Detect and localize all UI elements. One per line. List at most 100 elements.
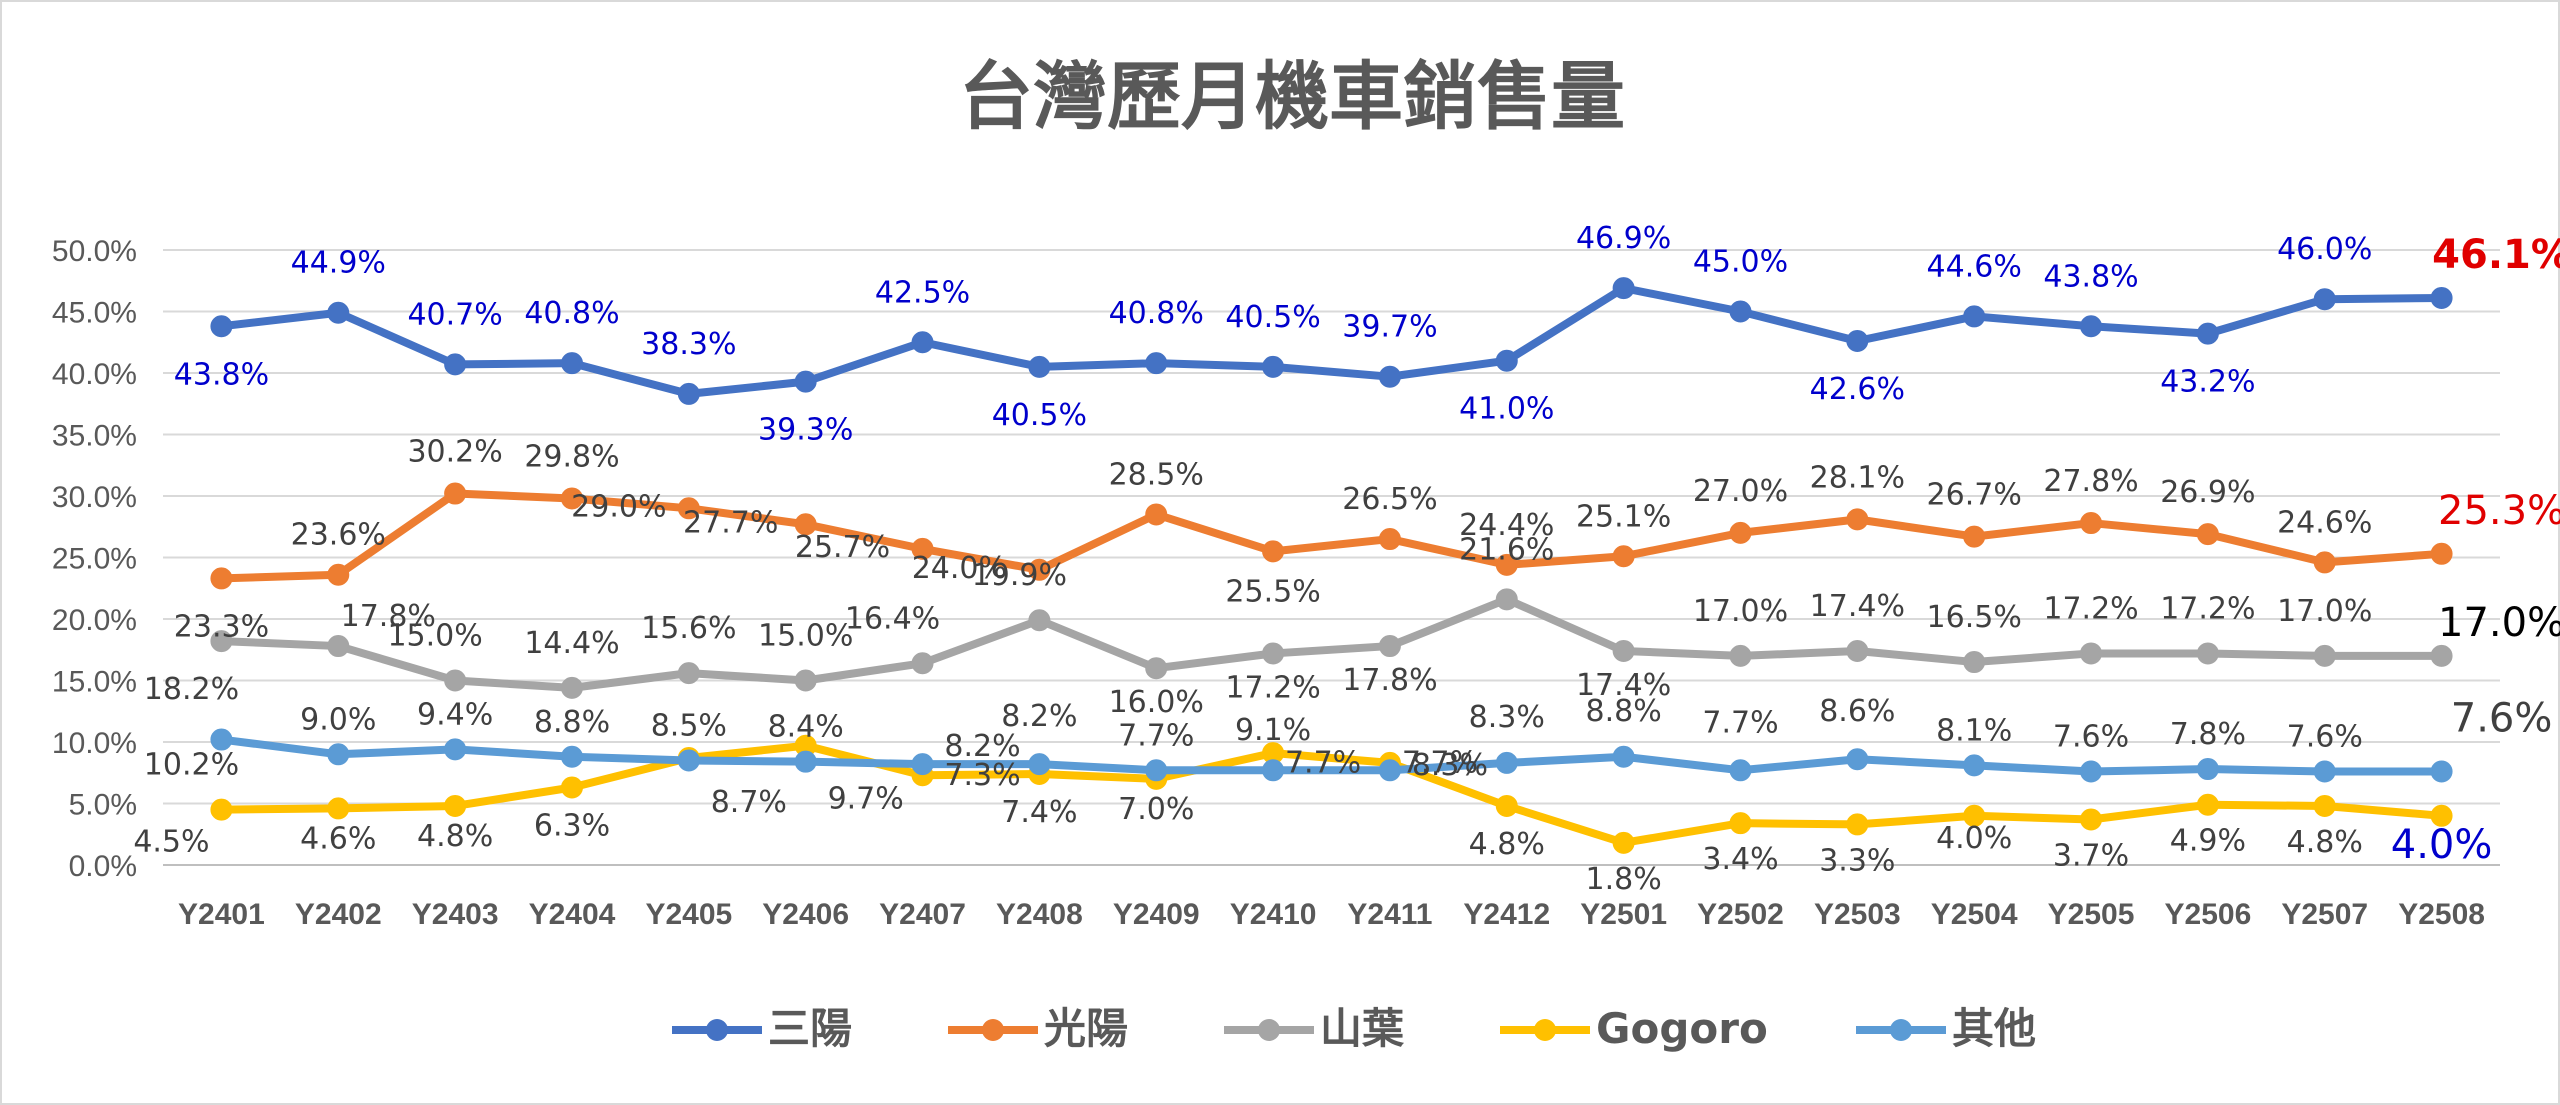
y-tick-label: 10.0% [52,727,137,760]
legend-label: 山葉 [1320,1004,1405,1053]
data-label: 15.6% [641,611,736,646]
data-label: 1.8% [1586,862,1662,897]
data-label: 8.2% [1001,699,1077,734]
y-tick-label: 50.0% [52,235,137,268]
series-line [217,284,2446,398]
y-axis-ticks: 0.0% 5.0% 10.0% 15.0% 20.0% 25.0% 30.0% 35.0% 40… [52,235,137,883]
data-point [327,635,350,658]
data-point [444,669,467,692]
data-point [1495,794,1518,817]
data-point [2196,523,2219,546]
data-label: 4.8% [2287,825,2363,860]
data-label: 43.2% [2160,365,2255,400]
data-point [1145,503,1168,526]
data-point [2313,551,2336,574]
data-point [2430,644,2453,667]
data-point [327,743,350,766]
data-point [1729,812,1752,835]
data-label: 4.9% [2170,824,2246,859]
legend-swatch-marker [1258,1019,1280,1041]
data-label: 27.7% [683,505,778,540]
y-tick-label: 20.0% [52,604,137,637]
data-label: 23.3% [174,609,269,644]
legend-swatch-marker [706,1019,728,1041]
legend-label: Gogoro [1596,1004,1768,1053]
data-point [1612,831,1635,854]
data-point [1612,745,1635,768]
data-label: 29.8% [524,439,619,474]
data-labels: 43.8% 44.9% 40.7% 40.8% 38.3% 39.3% 42.5% 40.5%… [133,221,2560,897]
x-tick-label: Y2409 [1113,898,1200,931]
x-tick-label: Y2506 [2165,898,2252,931]
x-tick-label: Y2412 [1463,898,1550,931]
data-point [210,630,233,653]
data-label: 17.0% [2438,600,2560,646]
data-point [1963,754,1986,777]
data-label: 40.8% [1109,296,1204,331]
data-label: 7.6% [2053,720,2129,755]
data-label: 17.8% [341,599,436,634]
data-point [794,513,817,536]
data-label: 17.0% [2277,594,2372,629]
data-point [2430,286,2453,309]
legend-swatch-marker [1534,1019,1556,1041]
data-point [560,487,583,510]
y-tick-label: 15.0% [52,666,137,699]
data-point [327,563,350,586]
data-label: 21.6% [1459,532,1554,567]
data-point [1262,540,1285,563]
data-label: 7.8% [2170,717,2246,752]
legend-swatch-marker [982,1019,1004,1041]
data-label: 7.7% [1402,745,1478,780]
chart-title: 台灣歷月機車銷售量 [959,54,1625,140]
data-point [2196,642,2219,665]
series-lines [210,277,2453,854]
data-label: 39.7% [1342,310,1437,345]
data-label: 4.8% [417,819,493,854]
data-point [1028,609,1051,632]
data-point [1495,588,1518,611]
data-label: 25.7% [795,530,890,565]
data-label: 17.4% [1810,589,1905,624]
data-point [794,750,817,773]
data-label: 6.3% [534,809,610,844]
data-point [1846,330,1869,353]
x-tick-label: Y2501 [1580,898,1667,931]
data-point [1495,349,1518,372]
y-tick-label: 5.0% [69,789,137,822]
data-label: 24.6% [2277,505,2372,540]
data-point [2080,760,2103,783]
data-label: 43.8% [174,357,269,392]
legend-label: 三陽 [768,1004,852,1053]
data-label: 43.8% [2043,259,2138,294]
series-line [217,735,2446,776]
data-label: 7.7% [1118,718,1194,753]
x-tick-label: Y2508 [2398,898,2485,931]
x-tick-label: Y2403 [412,898,499,931]
data-point [1145,759,1168,782]
data-label: 8.3% [1412,748,1488,783]
data-label: 25.5% [1225,574,1320,609]
data-point [1028,355,1051,378]
data-point [560,352,583,375]
data-point [2080,315,2103,338]
data-point [1729,759,1752,782]
data-label: 9.4% [417,697,493,732]
data-label: 17.4% [1576,668,1671,703]
data-label: 29.0% [571,489,666,524]
data-label: 27.8% [2043,464,2138,499]
data-point [1028,753,1051,776]
data-point [2430,804,2453,827]
data-label: 25.1% [1576,499,1671,534]
data-label: 7.6% [2451,696,2553,742]
data-label: 17.2% [1225,670,1320,705]
data-point [1262,759,1285,782]
data-label: 4.0% [1936,821,2012,856]
x-tick-label: Y2503 [1814,898,1901,931]
data-label: 7.7% [1702,705,1778,740]
data-point [2313,794,2336,817]
data-label: 28.5% [1109,457,1204,492]
data-label: 10.2% [144,748,239,783]
